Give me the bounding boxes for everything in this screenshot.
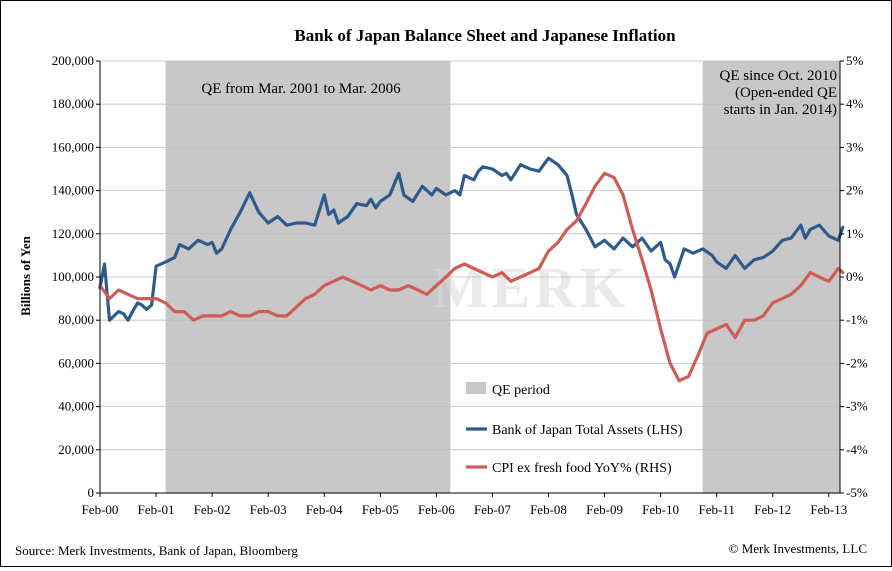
y-right-tick-label: -4% xyxy=(846,442,868,457)
y-right-tick-label: 4% xyxy=(846,96,864,111)
x-tick-label: Feb-04 xyxy=(306,502,343,517)
y-left-tick-label: 180,000 xyxy=(52,96,94,111)
y-left-tick-label: 140,000 xyxy=(52,183,94,198)
y-right-tick-label: -2% xyxy=(846,355,868,370)
x-tick-label: Feb-08 xyxy=(530,502,567,517)
axes xyxy=(96,60,844,497)
x-tick-label: Feb-06 xyxy=(418,502,455,517)
copyright-note: © Merk Investments, LLC xyxy=(729,541,867,556)
y-right-tick-label: 0% xyxy=(846,269,864,284)
x-tick-label: Feb-10 xyxy=(642,502,679,517)
y-left-tick-label: 160,000 xyxy=(52,139,94,154)
tick-labels: 0 20,000 40,000 60,000 80,000 100,000 120,000 1… xyxy=(52,53,868,517)
legend-label: Bank of Japan Total Assets (LHS) xyxy=(492,423,683,438)
y-left-tick-label: 200,000 xyxy=(52,53,94,68)
x-tick-label: Feb-07 xyxy=(474,502,511,517)
x-tick-label: Feb-00 xyxy=(82,502,119,517)
y-left-tick-label: 100,000 xyxy=(52,269,94,284)
y-right-tick-label: -3% xyxy=(846,399,868,414)
chart-title: Bank of Japan Balance Sheet and Japanese… xyxy=(294,26,676,45)
qe-2010-label-line: QE since Oct. 2010 xyxy=(720,68,837,84)
x-tick-label: Feb-05 xyxy=(362,502,399,517)
x-tick-label: Feb-02 xyxy=(194,502,231,517)
x-tick-label: Feb-01 xyxy=(138,502,175,517)
cpi-line xyxy=(98,171,845,383)
y-left-tick-label: 40,000 xyxy=(58,399,94,414)
y-right-tick-label: 3% xyxy=(846,139,864,154)
y-right-tick-label: 5% xyxy=(846,53,864,68)
x-tick-label: Feb-03 xyxy=(250,502,287,517)
y-left-tick-label: 80,000 xyxy=(58,312,94,327)
y-left-tick-label: 20,000 xyxy=(58,442,94,457)
source-note: Source: Merk Investments, Bank of Japan,… xyxy=(15,543,298,558)
y-left-tick-label: 120,000 xyxy=(52,226,94,241)
x-tick-label: Feb-09 xyxy=(586,502,623,517)
gridlines xyxy=(100,60,840,451)
y-right-tick-label: 2% xyxy=(846,183,864,198)
boj-assets-line xyxy=(98,156,845,322)
y-right-tick-label: 1% xyxy=(846,226,864,241)
annotations: QE from Mar. 2001 to Mar. 2006 QE since O… xyxy=(201,68,837,118)
x-tick-label: Feb-12 xyxy=(754,502,791,517)
y-right-tick-label: -5% xyxy=(846,485,868,500)
legend-swatch-qe-period xyxy=(466,382,486,394)
legend-label: CPI ex fresh food YoY% (RHS) xyxy=(492,461,672,476)
legend-label: QE period xyxy=(492,383,550,398)
y-left-tick-label: 60,000 xyxy=(58,355,94,370)
y-axis-label: Billions of Yen xyxy=(18,235,33,315)
qe-2010-label-line: (Open-ended QE xyxy=(735,85,837,101)
x-tick-label: Feb-11 xyxy=(698,502,734,517)
series-lines xyxy=(98,156,845,383)
legend: QE period Bank of Japan Total Assets (LHS… xyxy=(466,382,683,476)
qe-2010-label-line: starts in Jan. 2014) xyxy=(724,102,837,118)
x-tick-label: Feb-13 xyxy=(810,502,847,517)
qe-2001-label: QE from Mar. 2001 to Mar. 2006 xyxy=(201,81,401,97)
y-right-tick-label: -1% xyxy=(846,312,868,327)
y-left-tick-label: 0 xyxy=(88,485,95,500)
